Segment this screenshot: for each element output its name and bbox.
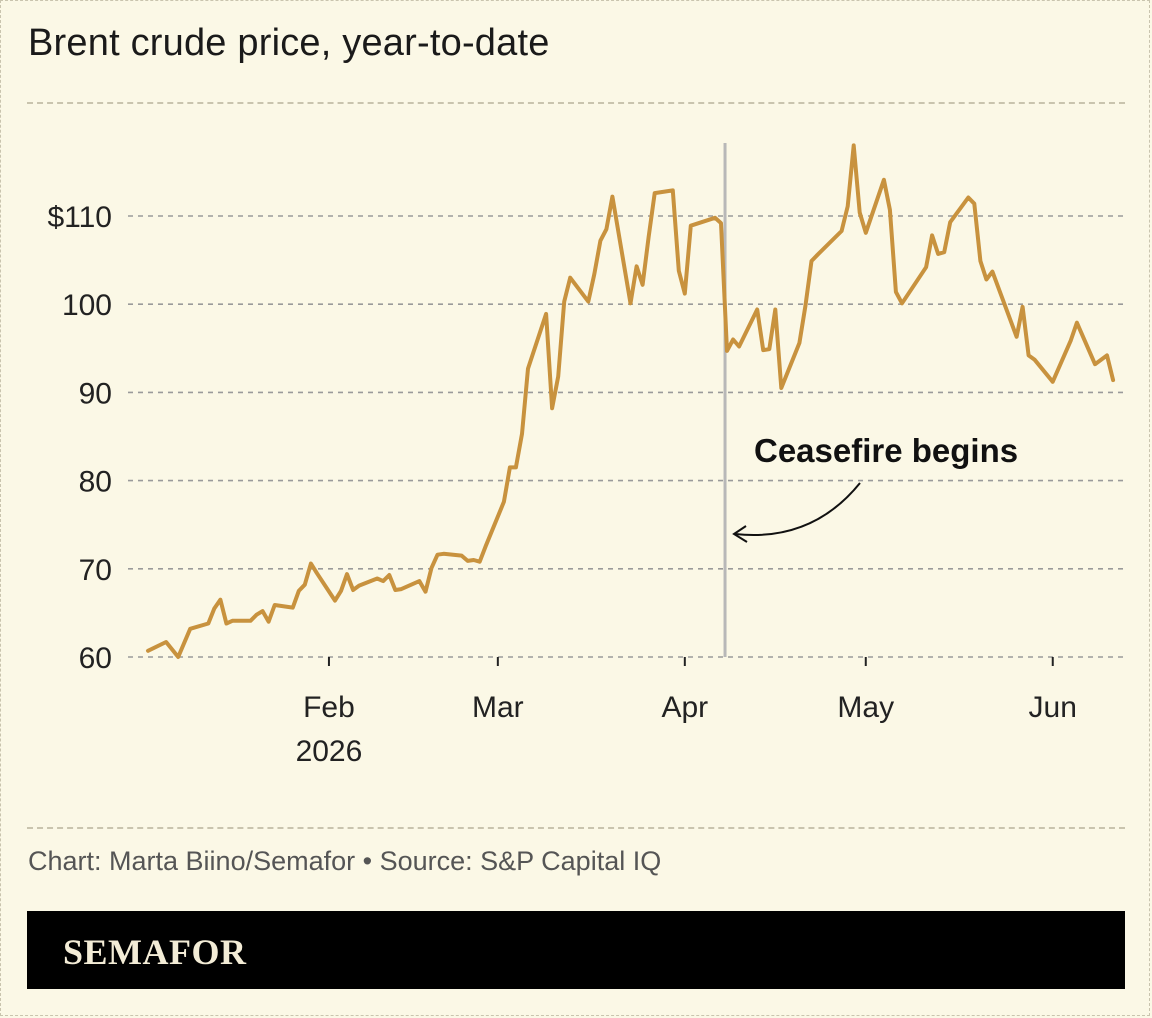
source-credit: Chart: Marta Biino/Semafor • Source: S&P… bbox=[28, 846, 662, 876]
x-tick-label: Apr bbox=[661, 691, 708, 724]
y-tick-label: 100 bbox=[62, 289, 112, 322]
annotation-arrowhead bbox=[732, 525, 748, 543]
annotation-arrow bbox=[734, 482, 861, 536]
top-divider bbox=[27, 102, 1125, 104]
y-tick-label: 90 bbox=[79, 377, 112, 410]
y-tick-label: 80 bbox=[79, 466, 112, 499]
y-tick-label: 70 bbox=[79, 554, 112, 587]
grid-lines bbox=[128, 215, 1125, 658]
x-tick-label: Feb bbox=[303, 691, 355, 724]
x-axis: Feb 2026 Mar Apr May Jun bbox=[296, 657, 1077, 768]
series-lines bbox=[146, 143, 1116, 659]
line-chart: $110 100 90 80 70 60 Feb 2026 Mar Apr May Jun Ceas… bbox=[47, 143, 1125, 768]
annotation-label: Ceasefire begins bbox=[754, 432, 1018, 469]
chart-title: Brent crude price, year-to-date bbox=[28, 22, 550, 64]
x-tick-label: Jun bbox=[1029, 691, 1077, 724]
bottom-divider bbox=[27, 827, 1125, 829]
y-tick-label: 60 bbox=[79, 642, 112, 675]
y-axis: $110 100 90 80 70 60 bbox=[47, 201, 112, 675]
semafor-logo: SEMAFOR bbox=[63, 932, 247, 972]
x-tick-label: Mar bbox=[472, 691, 524, 724]
footer-logo-bar: SEMAFOR bbox=[27, 911, 1125, 989]
x-tick-sublabel: 2026 bbox=[296, 735, 363, 768]
y-tick-label: $110 bbox=[47, 201, 112, 234]
annotations: Ceasefire begins bbox=[732, 432, 1018, 543]
price-line bbox=[146, 143, 1116, 659]
x-tick-label: May bbox=[837, 691, 894, 724]
